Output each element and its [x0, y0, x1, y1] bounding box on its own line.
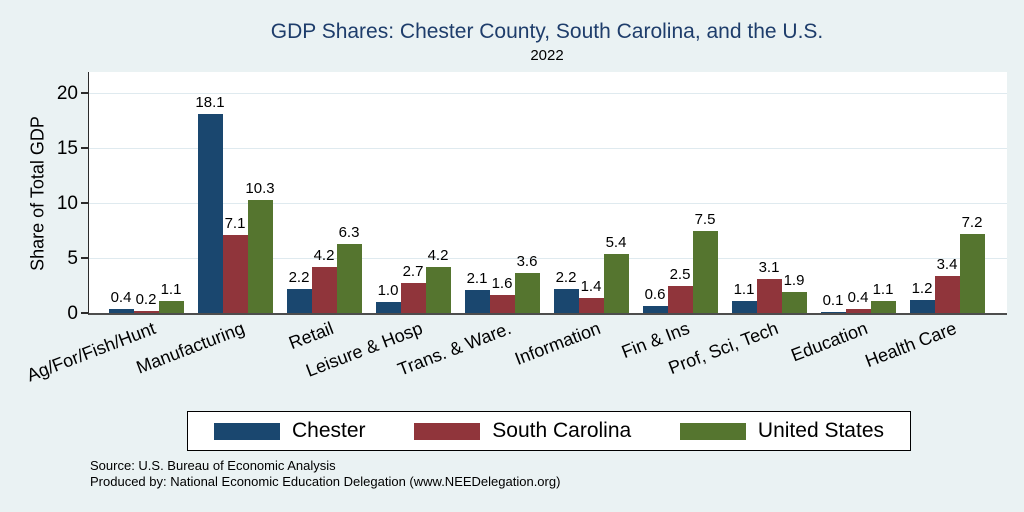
- bar: [133, 310, 159, 313]
- bar: [667, 285, 693, 313]
- bar-value-label: 6.3: [338, 223, 360, 241]
- bar-value-label: 18.1: [195, 93, 225, 111]
- bar: [781, 292, 807, 313]
- bar-value-label: 0.4: [847, 288, 869, 306]
- bar-value-label: 0.6: [644, 286, 666, 304]
- bar-value-label: 2.2: [288, 268, 310, 286]
- bar-value-label: 2.5: [669, 265, 691, 283]
- bar: [731, 300, 757, 313]
- bar-value-label: 7.2: [961, 213, 983, 231]
- bar: [158, 300, 184, 313]
- plot-area: 0.4 0.2 1.1 18.1 7.1 10.3 2.2 4.2 6.3 1.0 2.7 4.2 2.…: [88, 72, 1007, 315]
- footer-produced: Produced by: National Economic Education…: [90, 474, 561, 489]
- bar: [464, 289, 490, 313]
- chart-subtitle: 2022: [530, 47, 564, 64]
- legend-label: South Carolina: [492, 419, 632, 442]
- bar-value-label: 1.9: [783, 272, 805, 290]
- legend: Chester South Carolina United States: [187, 411, 911, 451]
- bar: [311, 266, 337, 313]
- bar: [108, 308, 134, 313]
- bar: [934, 275, 960, 313]
- bar-value-label: 5.4: [605, 233, 627, 251]
- bar-value-label: 4.2: [313, 246, 335, 264]
- bar: [336, 243, 362, 313]
- y-tick-label: 10: [56, 193, 78, 214]
- bar-value-label: 0.1: [822, 291, 844, 309]
- gridline: [89, 202, 1007, 204]
- y-tick-label: 0: [67, 303, 78, 324]
- bar-value-label: 4.2: [427, 246, 449, 264]
- legend-swatch: [214, 422, 280, 440]
- bar-value-label: 7.5: [694, 210, 716, 228]
- bar-value-label: 7.1: [224, 214, 246, 232]
- bar: [247, 199, 273, 313]
- legend-item: South Carolina: [414, 419, 631, 443]
- bar: [603, 253, 629, 313]
- legend-label: United States: [757, 419, 884, 442]
- legend-swatch: [679, 422, 746, 440]
- bar: [820, 311, 846, 313]
- chart-title: GDP Shares: Chester County, South Caroli…: [270, 20, 824, 43]
- bar: [425, 266, 451, 313]
- y-tick: [81, 202, 88, 204]
- bar-value-label: 0.4: [110, 288, 132, 306]
- footer-source: Source: U.S. Bureau of Economic Analysis: [90, 458, 336, 473]
- bar-value-label: 2.1: [466, 269, 488, 287]
- bar-value-label: 10.3: [245, 179, 275, 197]
- bar: [514, 273, 540, 313]
- bar: [375, 302, 401, 313]
- bar: [845, 308, 871, 313]
- legend-label: Chester: [292, 419, 366, 442]
- bar: [489, 295, 515, 313]
- x-category-label: Retail: [286, 318, 337, 354]
- bar: [553, 288, 579, 313]
- y-tick: [81, 92, 88, 94]
- x-category-label: Information: [511, 318, 604, 369]
- bar-value-label: 2.7: [402, 263, 424, 281]
- gridline: [89, 147, 1007, 149]
- bar-value-label: 1.6: [491, 275, 513, 293]
- bar: [692, 230, 718, 313]
- bar-value-label: 1.1: [160, 280, 182, 298]
- bar-value-label: 3.4: [936, 255, 958, 273]
- footer-notes: Source: U.S. Bureau of Economic Analysis…: [90, 458, 560, 490]
- bar: [959, 233, 985, 313]
- bar: [756, 278, 782, 313]
- bar-value-label: 2.2: [555, 268, 577, 286]
- bar-value-label: 0.2: [135, 290, 157, 308]
- y-tick: [81, 147, 88, 149]
- bar: [578, 297, 604, 313]
- legend-item: United States: [679, 419, 884, 443]
- legend-item: Chester: [214, 419, 366, 443]
- bar-value-label: 3.1: [758, 258, 780, 276]
- y-tick-label: 5: [67, 248, 78, 269]
- bar-value-label: 1.0: [377, 282, 399, 299]
- gridline: [89, 257, 1007, 259]
- y-tick: [81, 257, 88, 259]
- legend-swatch: [414, 422, 481, 440]
- bar: [197, 113, 223, 313]
- y-tick-label: 20: [56, 83, 78, 104]
- bar-value-label: 1.4: [580, 277, 602, 295]
- bar-value-label: 1.1: [872, 280, 894, 298]
- bar: [642, 306, 668, 313]
- y-tick-label: 15: [56, 138, 78, 159]
- x-category-label: Ag/For/Fish/Hunt: [23, 318, 159, 386]
- bar-value-label: 1.2: [911, 279, 933, 297]
- bar: [909, 299, 935, 313]
- bar: [400, 283, 426, 313]
- bar-value-label: 1.1: [733, 280, 755, 298]
- x-category-label: Health Care: [862, 318, 960, 372]
- bar: [286, 288, 312, 313]
- gridline: [89, 92, 1007, 94]
- bar: [870, 300, 896, 313]
- bar: [222, 234, 248, 313]
- x-category-label: Education: [788, 318, 871, 366]
- y-tick: [81, 312, 88, 314]
- bar-value-label: 3.6: [516, 253, 538, 271]
